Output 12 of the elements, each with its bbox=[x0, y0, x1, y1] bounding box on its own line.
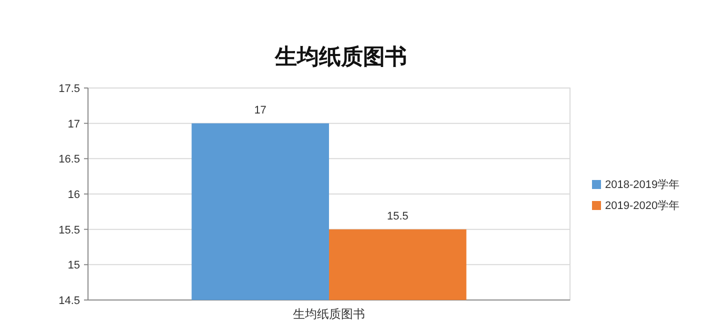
y-tick-label: 15.5 bbox=[58, 224, 80, 236]
y-tick-label: 15 bbox=[68, 260, 80, 272]
legend-label: 2019-2020学年 bbox=[605, 200, 680, 212]
y-tick-label: 16.5 bbox=[58, 154, 80, 166]
y-tick-label: 17 bbox=[68, 118, 80, 130]
y-tick-label: 14.5 bbox=[58, 295, 80, 307]
legend-label: 2018-2019学年 bbox=[605, 179, 680, 191]
data-label: 15.5 bbox=[386, 210, 408, 222]
chart-title: 生均纸质图书 bbox=[274, 44, 407, 69]
y-tick-label: 16 bbox=[68, 189, 80, 201]
y-tick-label: 17.5 bbox=[58, 83, 80, 95]
data-label: 17 bbox=[254, 104, 266, 116]
